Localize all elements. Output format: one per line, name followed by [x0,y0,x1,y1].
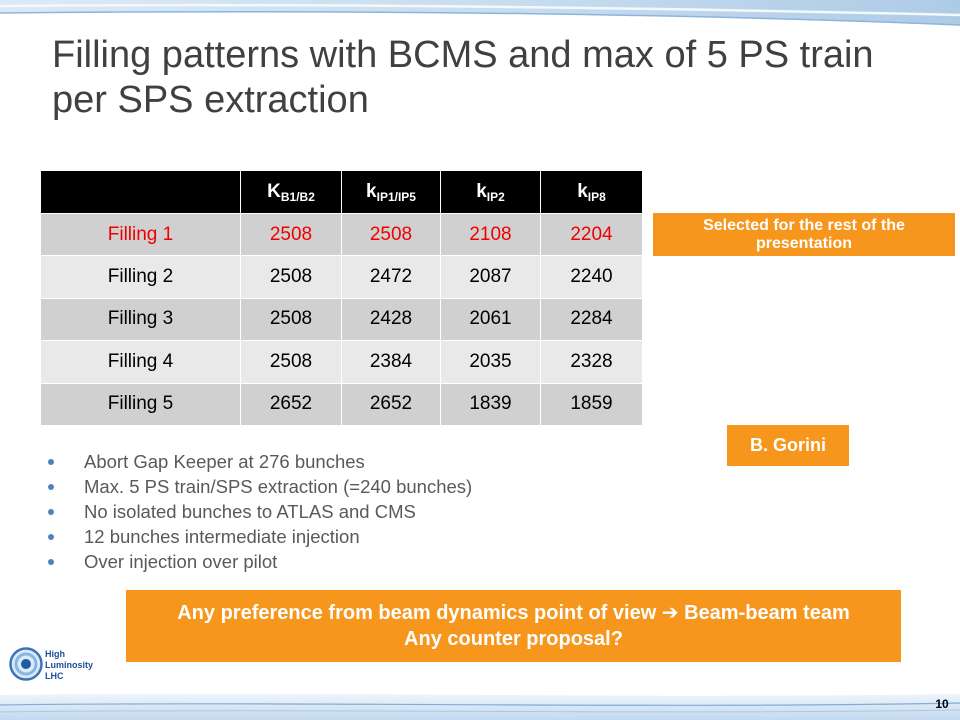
list-item-text: Max. 5 PS train/SPS extraction (=240 bun… [84,476,473,497]
cell-k-b1-b2: 2652 [240,382,342,426]
list-item: Max. 5 PS train/SPS extraction (=240 bun… [48,474,472,499]
cell-k-ip8: 1859 [540,382,643,426]
header-subscript: IP8 [587,190,606,204]
cell-k-b1-b2: 2508 [240,255,342,299]
hl-lhc-emblem-icon [9,647,43,681]
filling-patterns-table: KB1/B2 kIP1/IP5 kIP2 kIP8 Filling 1 2508… [40,170,643,426]
logo-text-luminosity: Luminosity [45,660,94,670]
row-label: Filling 5 [40,382,241,426]
row-label: Filling 1 [40,212,241,257]
list-item: Abort Gap Keeper at 276 bunches [48,449,472,474]
cell-k-ip1-ip5: 2652 [341,382,441,426]
cell-k-b1-b2: 2508 [240,212,342,257]
header-k-ip1-ip5: kIP1/IP5 [341,170,441,214]
bullet-dot-icon [48,559,54,565]
top-decorative-band [0,0,960,26]
bottom-swoosh [0,693,960,720]
cell-k-ip8: 2240 [540,255,643,299]
cell-k-ip2: 2087 [440,255,541,299]
list-item: 12 bunches intermediate injection [48,524,472,549]
header-k-b1-b2: KB1/B2 [240,170,342,214]
cell-k-ip2: 2108 [440,212,541,257]
table-row: Filling 5 2652 2652 1839 1859 [40,382,643,426]
cell-k-ip8: 2204 [540,212,643,257]
cell-k-ip1-ip5: 2384 [341,340,441,384]
bottom-swoosh-line [0,709,960,713]
table-header: KB1/B2 kIP1/IP5 kIP2 kIP8 [40,170,643,214]
header-symbol: K [267,181,281,202]
bullet-dot-icon [48,534,54,540]
table-row: Filling 2 2508 2472 2087 2240 [40,255,643,299]
logo-text-high: High [45,649,65,659]
high-luminosity-lhc-logo: High Luminosity LHC [9,647,99,683]
emblem-middle-ring [14,652,38,676]
slide-number: 10 [935,697,949,711]
header-subscript: IP1/IP5 [376,190,416,204]
cell-k-ip1-ip5: 2428 [341,297,441,342]
header-k-ip8: kIP8 [540,170,643,214]
author-name: B. Gorini [750,435,826,455]
beam-dynamics-question-callout: Any preference from beam dynamics point … [126,590,901,662]
table-row: Filling 1 2508 2508 2108 2204 [40,212,643,257]
cell-k-b1-b2: 2508 [240,297,342,342]
cell-k-ip1-ip5: 2472 [341,255,441,299]
table-row: Filling 4 2508 2384 2035 2328 [40,340,643,384]
header-k-ip2: kIP2 [440,170,541,214]
bullet-list: Abort Gap Keeper at 276 bunches Max. 5 P… [48,449,472,574]
selected-filling-callout: Selected for the rest of the presentatio… [653,213,955,256]
table-row: Filling 3 2508 2428 2061 2284 [40,297,643,342]
bullet-dot-icon [48,484,54,490]
slide-title: Filling patterns with BCMS and max of 5 … [52,34,874,121]
header-symbol: k [366,181,377,202]
list-item-text: Over injection over pilot [84,551,278,572]
header-corner-cell [40,170,241,214]
table-body: Filling 1 2508 2508 2108 2204 Filling 2 … [40,212,643,426]
cell-k-ip2: 2035 [440,340,541,384]
list-item: No isolated bunches to ATLAS and CMS [48,499,472,524]
author-callout: B. Gorini [727,425,849,466]
logo-text-lhc: LHC [45,671,64,681]
header-subscript: B1/B2 [280,190,315,204]
list-item-text: No isolated bunches to ATLAS and CMS [84,501,416,522]
cell-k-ip2: 2061 [440,297,541,342]
bottom-swoosh-line [0,702,960,706]
emblem-core [21,659,31,669]
cell-k-ip8: 2284 [540,297,643,342]
logo-wordmark: High Luminosity LHC [45,649,93,682]
top-swoosh-highlight [0,3,960,17]
row-label: Filling 2 [40,255,241,299]
bottom-decorative-band [0,693,960,720]
cell-k-ip2: 1839 [440,382,541,426]
header-subscript: IP2 [486,190,505,204]
question-line-1: Any preference from beam dynamics point … [177,602,850,624]
row-label: Filling 3 [40,297,241,342]
bullet-dot-icon [48,459,54,465]
cell-k-b1-b2: 2508 [240,340,342,384]
top-swoosh-edge [0,11,960,26]
list-item: Over injection over pilot [48,549,472,574]
list-item-text: 12 bunches intermediate injection [84,526,360,547]
selected-filling-note: Selected for the rest of the presentatio… [703,216,905,252]
list-item-text: Abort Gap Keeper at 276 bunches [84,451,365,472]
cell-k-ip1-ip5: 2508 [341,212,441,257]
question-line-2: Any counter proposal? [404,628,623,650]
header-symbol: k [577,181,588,202]
cell-k-ip8: 2328 [540,340,643,384]
header-symbol: k [476,181,487,202]
row-label: Filling 4 [40,340,241,384]
table-header-row: KB1/B2 kIP1/IP5 kIP2 kIP8 [40,170,643,214]
bullet-dot-icon [48,509,54,515]
